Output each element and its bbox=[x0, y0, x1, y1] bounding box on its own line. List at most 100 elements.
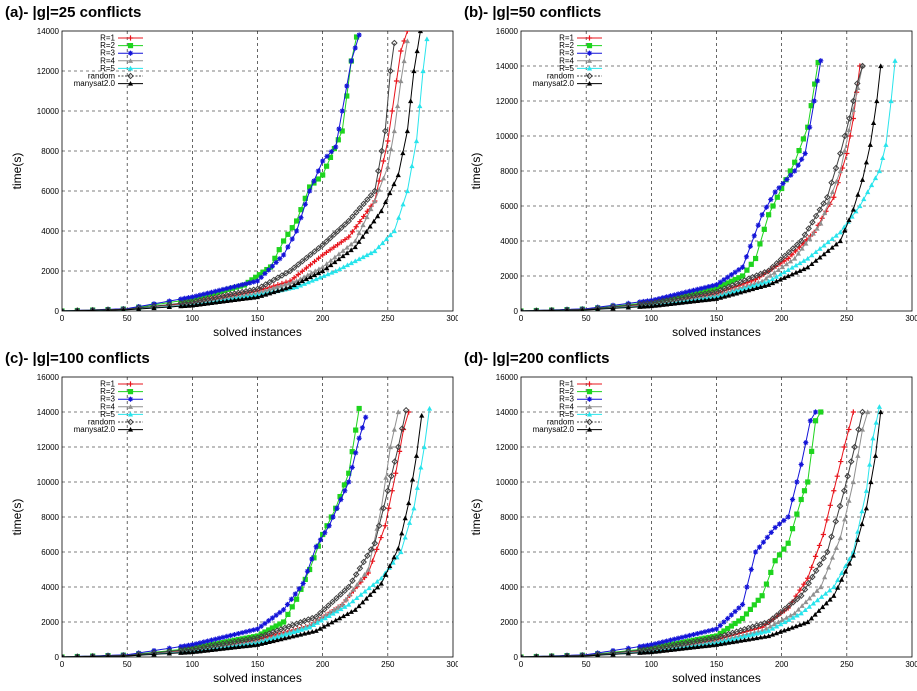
data-point bbox=[855, 453, 861, 458]
data-point bbox=[189, 642, 195, 648]
data-point bbox=[364, 252, 370, 258]
data-point bbox=[212, 646, 218, 652]
series-line bbox=[62, 410, 407, 657]
data-point bbox=[660, 643, 666, 649]
data-point bbox=[702, 629, 708, 635]
series-line bbox=[62, 408, 360, 657]
data-point bbox=[698, 297, 704, 303]
data-point bbox=[263, 291, 269, 297]
data-point bbox=[758, 284, 764, 289]
data-point bbox=[370, 582, 376, 587]
data-point bbox=[785, 514, 791, 520]
data-point bbox=[820, 531, 826, 538]
data-point bbox=[755, 222, 761, 228]
data-point bbox=[256, 272, 262, 278]
data-point bbox=[288, 596, 294, 602]
data-point bbox=[781, 627, 787, 633]
data-point bbox=[321, 273, 327, 278]
data-point bbox=[235, 296, 241, 302]
legend-marker bbox=[586, 50, 593, 56]
legend-label: manysat2.0 bbox=[74, 79, 116, 88]
legend-label: R=4 bbox=[559, 402, 574, 411]
data-point bbox=[325, 621, 331, 627]
data-point bbox=[376, 178, 382, 184]
series-line bbox=[62, 408, 430, 657]
data-point bbox=[664, 647, 670, 653]
data-point bbox=[307, 262, 314, 268]
data-point bbox=[811, 98, 817, 104]
data-point bbox=[178, 296, 184, 302]
data-point bbox=[292, 591, 298, 597]
chart-panel-d: (d)- |g|=200 conflicts 0 50 100 150 200 250 300… bbox=[459, 346, 917, 691]
data-point bbox=[859, 177, 866, 182]
data-point bbox=[855, 537, 861, 542]
data-point bbox=[368, 206, 374, 212]
x-tick-label: 200 bbox=[775, 314, 789, 323]
data-point bbox=[349, 449, 355, 455]
legend-label: R=5 bbox=[100, 410, 115, 419]
data-point bbox=[368, 250, 374, 256]
data-point bbox=[809, 564, 815, 570]
data-point bbox=[282, 269, 290, 277]
data-point bbox=[790, 615, 796, 620]
data-point bbox=[273, 612, 279, 618]
data-point bbox=[247, 295, 253, 301]
data-point bbox=[717, 279, 723, 285]
data-point bbox=[745, 632, 752, 638]
data-point bbox=[201, 639, 207, 645]
data-point bbox=[409, 163, 415, 169]
data-point bbox=[251, 294, 257, 300]
data-point bbox=[797, 237, 805, 245]
data-point bbox=[788, 172, 794, 178]
data-point bbox=[228, 297, 234, 303]
data-point bbox=[762, 279, 768, 285]
data-point bbox=[880, 155, 886, 160]
data-point bbox=[648, 303, 654, 309]
data-point bbox=[396, 215, 402, 220]
data-point bbox=[784, 176, 790, 182]
data-point bbox=[739, 601, 746, 608]
legend-label: R=3 bbox=[100, 49, 115, 58]
data-point bbox=[358, 592, 364, 597]
data-point bbox=[364, 552, 371, 560]
data-point bbox=[231, 637, 238, 643]
data-point bbox=[802, 607, 808, 613]
x-tick-label: 150 bbox=[710, 660, 724, 669]
data-point bbox=[243, 295, 249, 301]
data-point bbox=[384, 487, 392, 495]
data-point bbox=[363, 595, 370, 601]
data-point bbox=[698, 285, 704, 292]
series-line bbox=[521, 411, 882, 657]
data-point bbox=[694, 631, 700, 637]
data-point bbox=[781, 269, 787, 275]
data-point bbox=[766, 212, 772, 218]
data-point bbox=[785, 267, 791, 272]
data-point bbox=[378, 208, 384, 214]
data-point bbox=[828, 179, 835, 186]
x-tick-label: 150 bbox=[251, 660, 265, 669]
data-point bbox=[812, 409, 819, 415]
data-point bbox=[360, 222, 366, 228]
data-point bbox=[89, 306, 96, 311]
data-point bbox=[797, 268, 803, 273]
data-point bbox=[228, 284, 234, 291]
data-point bbox=[773, 612, 781, 619]
data-point bbox=[667, 637, 674, 643]
data-point bbox=[307, 624, 313, 630]
data-point bbox=[741, 633, 748, 639]
data-point bbox=[182, 649, 188, 655]
data-point bbox=[258, 293, 265, 298]
data-point bbox=[212, 288, 218, 294]
data-point bbox=[349, 229, 356, 235]
data-point bbox=[721, 293, 728, 299]
data-point bbox=[732, 276, 738, 283]
data-point bbox=[220, 298, 226, 304]
data-point bbox=[282, 631, 289, 637]
data-point bbox=[274, 637, 280, 643]
data-point bbox=[349, 213, 356, 221]
data-point bbox=[289, 236, 295, 242]
data-point bbox=[340, 613, 347, 619]
